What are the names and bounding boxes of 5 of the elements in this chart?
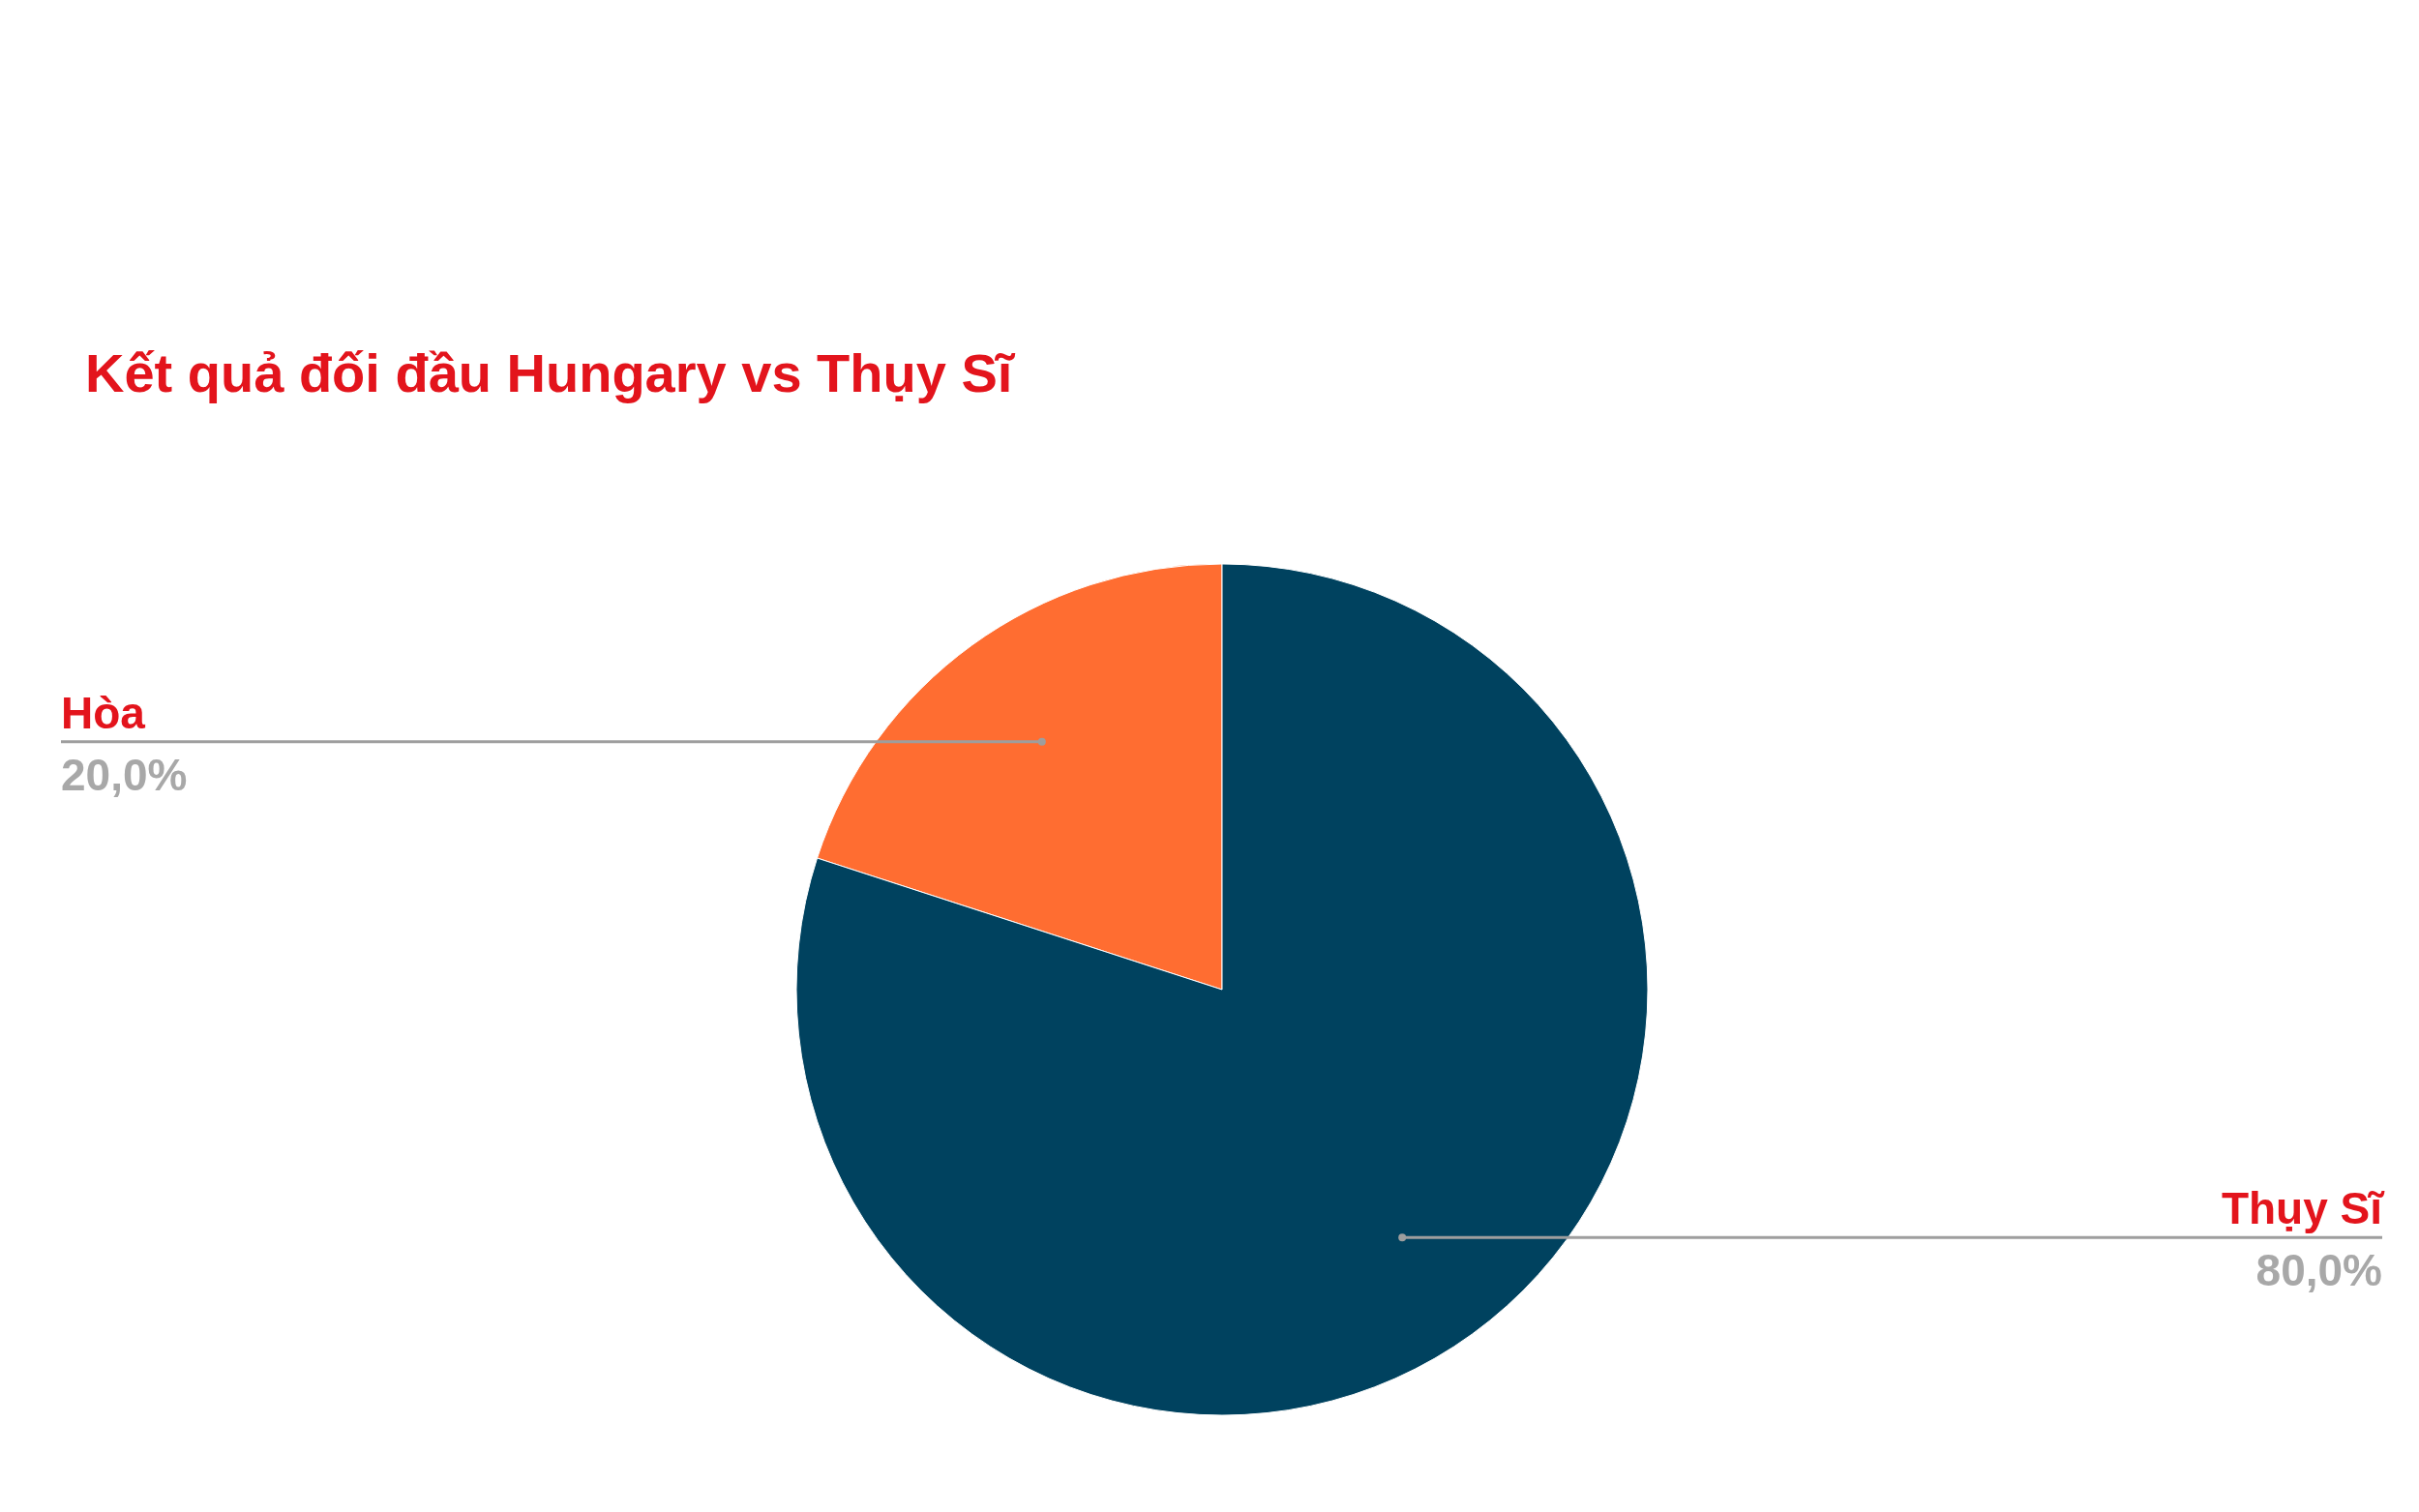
pie-slice: [796, 563, 1649, 1415]
slice-label: Thụy Sĩ: [2221, 1183, 2386, 1234]
data-label: 20,0%: [61, 749, 188, 800]
data-label: 80,0%: [2255, 1245, 2382, 1296]
slice-label: Hòa: [61, 687, 146, 738]
